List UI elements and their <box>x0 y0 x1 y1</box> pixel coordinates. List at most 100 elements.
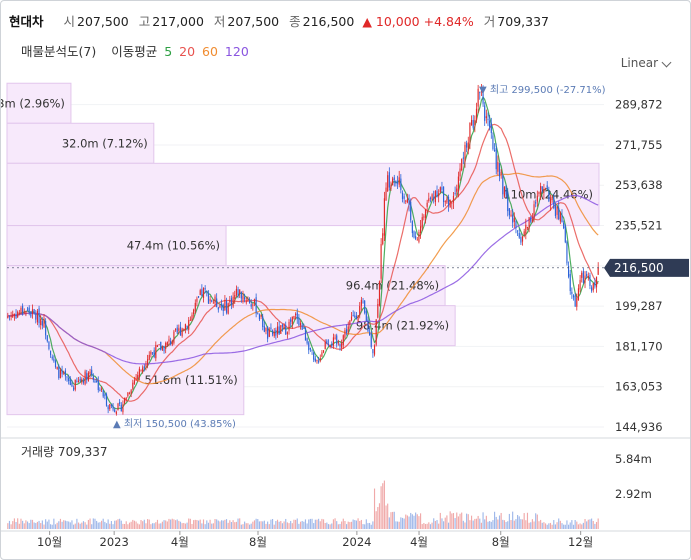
price-tick-label: 235,521 <box>615 219 663 233</box>
volume-bar <box>395 521 397 529</box>
volume-bar <box>122 523 124 529</box>
candle-body <box>584 275 586 283</box>
volume-bar <box>480 522 482 529</box>
volume-bar <box>329 524 331 529</box>
candle-body <box>89 371 91 374</box>
volume-bar <box>316 519 318 529</box>
candle-body <box>485 116 487 119</box>
candle-body <box>61 369 63 375</box>
candle-body <box>110 404 112 407</box>
volume-label: 거 <box>483 14 496 29</box>
candle-body <box>132 382 134 389</box>
volume-bar <box>367 523 369 529</box>
scale-select[interactable]: Linear <box>620 56 658 70</box>
volume-profile-bars: 13.3m (2.96%)32.0m (7.12%)110m (24.46%)4… <box>1 82 600 416</box>
volume-bar <box>359 521 361 529</box>
candle-body <box>571 291 573 294</box>
volume-bar <box>424 524 427 529</box>
candle-body <box>382 233 384 245</box>
candle-body <box>81 379 83 383</box>
volume-bar <box>443 521 445 529</box>
candle-body <box>189 319 191 321</box>
ma-indicator-label[interactable]: 이동평균 <box>111 44 158 59</box>
time-tick-label: 2023 <box>100 535 129 549</box>
volume-bar <box>245 523 247 529</box>
candle-body <box>153 350 155 358</box>
volume-bar <box>91 524 93 529</box>
volume-bar <box>153 523 155 529</box>
volume-bar <box>431 522 433 529</box>
candle-body <box>283 324 285 329</box>
candle-body <box>398 177 400 185</box>
candle-body <box>212 302 214 304</box>
candle-body <box>133 380 136 384</box>
volume-bar <box>191 523 193 529</box>
candle-body <box>12 314 14 318</box>
volume-bar <box>224 519 226 529</box>
volume-bar <box>163 520 165 529</box>
volume-bar <box>25 520 27 529</box>
candle-body <box>502 175 504 195</box>
volume-bar <box>155 522 157 529</box>
volume-bar <box>285 518 287 529</box>
volume-bar <box>133 520 136 529</box>
candle-body <box>396 181 399 184</box>
volume-bar <box>242 524 244 529</box>
candle-body <box>568 265 570 277</box>
candle-body <box>15 314 17 319</box>
volume-bar <box>193 520 195 529</box>
candle-body <box>250 304 252 307</box>
volume-bar <box>263 520 265 529</box>
candle-body <box>265 327 267 332</box>
volume-bar <box>235 521 237 529</box>
volume-bar <box>188 518 190 529</box>
candle-body <box>352 315 354 317</box>
indicator-legend[interactable]: 매물분석도(7) 이동평균 5 20 60 120 <box>21 41 252 60</box>
candle-body <box>594 281 596 287</box>
ma-120-label: 120 <box>224 44 249 59</box>
candle-body <box>370 333 372 347</box>
time-tick-label: 10월 <box>37 535 62 549</box>
volume-bar <box>451 513 453 529</box>
volume-bar <box>99 522 101 529</box>
volume-bar <box>559 520 561 529</box>
volume-bar <box>173 519 175 529</box>
candle-body <box>174 329 177 331</box>
candle-body <box>364 300 366 313</box>
candle-body <box>105 394 108 406</box>
candle-body <box>520 236 522 243</box>
candle-body <box>10 315 12 318</box>
volume-bar <box>525 520 527 529</box>
volume-bar <box>217 520 219 529</box>
volume-profile-indicator[interactable]: 매물분석도(7) <box>21 44 97 59</box>
volume-bar <box>413 515 415 529</box>
volume-bar <box>234 522 236 529</box>
volume-bar <box>204 524 206 529</box>
candle-body <box>224 300 226 311</box>
candle-body <box>119 402 121 404</box>
volume-bar <box>229 520 231 529</box>
volume-bar <box>290 520 292 529</box>
volume-bar <box>595 521 598 529</box>
volume-bar <box>546 524 548 529</box>
candle-body <box>207 293 210 304</box>
volume-bar <box>94 518 96 529</box>
candle-body <box>449 200 451 208</box>
candle-body <box>592 283 594 291</box>
volume-bar <box>145 523 147 529</box>
volume-bar <box>540 519 542 529</box>
volume-bar <box>457 516 459 529</box>
candle-body <box>517 230 519 232</box>
candle-body <box>492 135 494 150</box>
candle-body <box>528 217 530 230</box>
candle-body <box>165 343 167 349</box>
change-value: ▲ 10,000 +4.84% <box>362 14 474 29</box>
candle-body <box>35 313 37 320</box>
volume-bar <box>350 521 353 529</box>
candle-body <box>295 314 297 316</box>
volume-bar <box>278 521 280 529</box>
candle-body <box>214 296 216 304</box>
candle-body <box>392 178 394 186</box>
